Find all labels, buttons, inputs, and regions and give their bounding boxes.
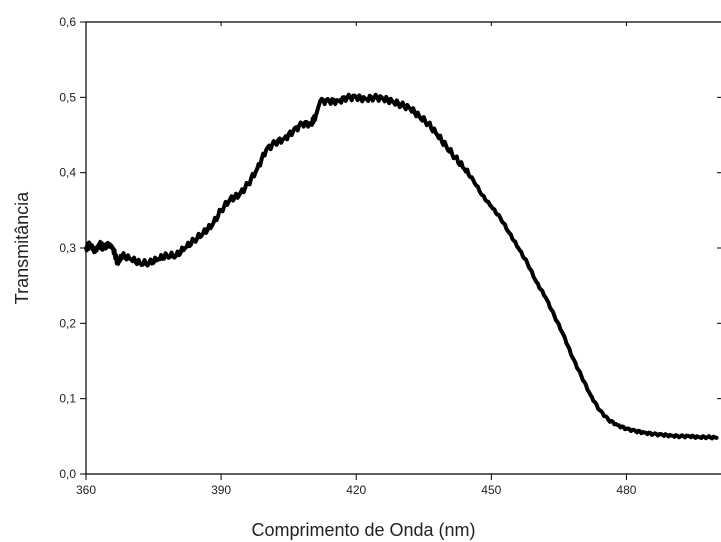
x-tick-label: 420	[346, 483, 366, 497]
y-axis: 0,0 0,1 0,2 0,3 0,4 0,5 0,6	[59, 15, 721, 481]
x-tick-label: 390	[211, 483, 231, 497]
series-layer	[84, 92, 719, 441]
y-tick-label: 0,1	[59, 392, 76, 406]
y-tick-label: 0,6	[59, 15, 76, 29]
y-tick-label: 0,2	[59, 316, 76, 330]
x-tick-label: 450	[481, 483, 501, 497]
x-axis: 360 390 420 450 480	[76, 22, 637, 497]
y-tick-label: 0,3	[59, 241, 76, 255]
x-tick-label: 480	[616, 483, 636, 497]
y-tick-label: 0,4	[59, 166, 76, 180]
x-axis-title: Comprimento de Onda (nm)	[251, 520, 475, 540]
x-tick-label: 360	[76, 483, 96, 497]
y-axis-title: Transmitância	[12, 191, 32, 304]
y-tick-label: 0,0	[59, 467, 76, 481]
y-tick-label: 0,5	[59, 90, 76, 104]
series-line	[84, 92, 719, 441]
